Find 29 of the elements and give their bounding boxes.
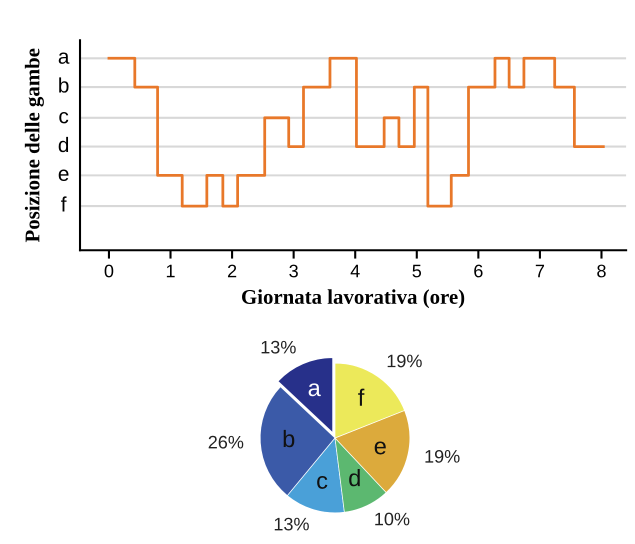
slice-label: a (308, 383, 321, 396)
x-axis-title: Giornata lavorativa (ore) (242, 289, 464, 308)
ref-line-label: d (58, 136, 68, 152)
x-tick-label: 5 (412, 264, 422, 278)
ref-line-label: a (58, 52, 70, 64)
x-tick-label: 3 (289, 264, 298, 278)
x-tick-label: 7 (536, 264, 544, 278)
ref-line-label: e (58, 170, 68, 181)
x-tick-label: 1 (166, 264, 175, 278)
slice-label: b (284, 430, 294, 448)
data-label: 19% (425, 450, 460, 463)
x-tick-label: 2 (228, 264, 236, 278)
slice-label: e (374, 442, 386, 454)
data-label: 13% (262, 340, 296, 354)
data-label: 19% (388, 354, 422, 368)
x-tick-label: 6 (474, 264, 483, 278)
data-label: 10% (375, 512, 410, 526)
x-tick-label: 4 (350, 264, 360, 278)
x-tick-label: 0 (104, 264, 114, 278)
data-label: 26% (208, 436, 244, 449)
ref-line-label: b (59, 77, 69, 93)
ref-line-label: f (61, 196, 67, 212)
slice-label: f (358, 388, 364, 406)
slice-label: c (317, 476, 328, 489)
x-tick-label: 8 (597, 264, 606, 278)
data-label: 13% (274, 518, 309, 530)
y-axis-title: Posizione delle gambe (24, 48, 44, 242)
slice-label: d (349, 468, 360, 486)
ref-line-label: c (59, 112, 68, 124)
